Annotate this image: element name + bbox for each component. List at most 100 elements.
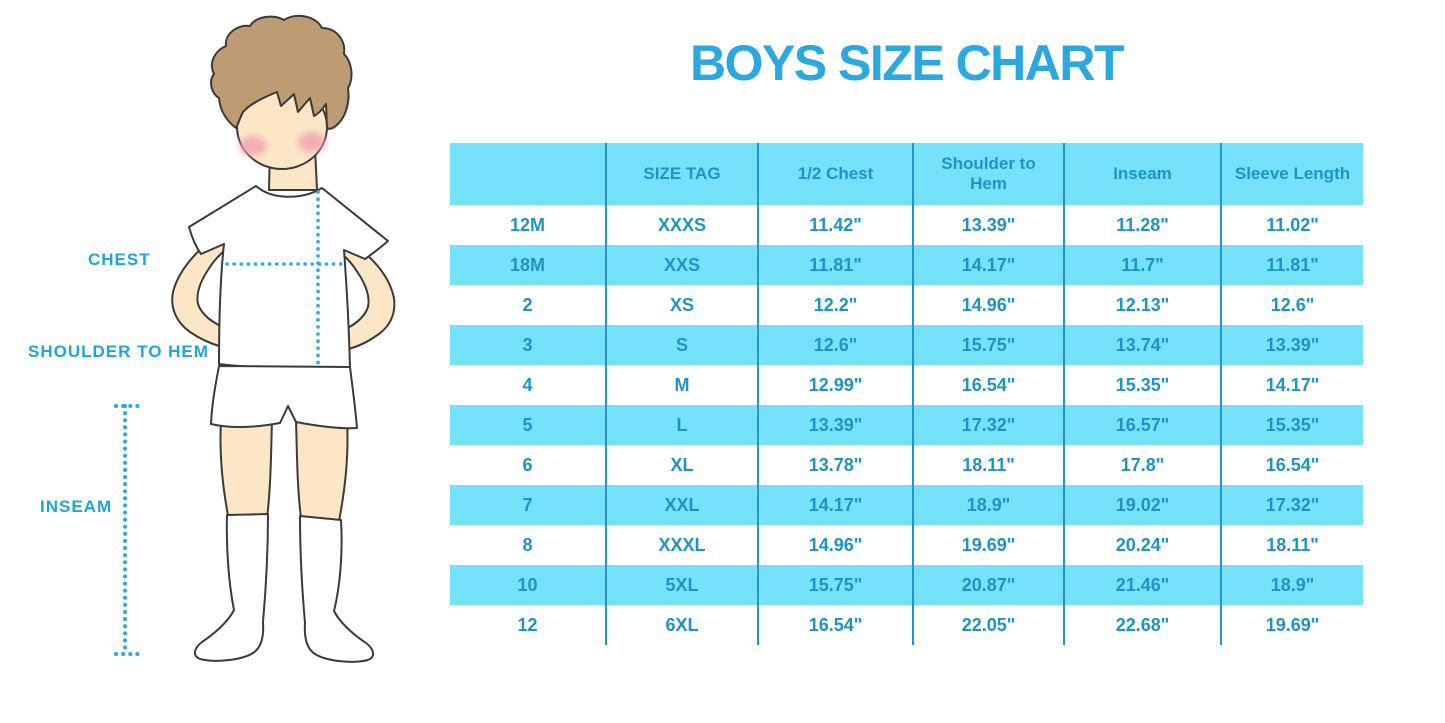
size-cell: 13.74" [1063, 325, 1221, 365]
size-cell: 14.17" [912, 245, 1064, 285]
size-cell: 12.99" [757, 365, 913, 405]
size-cell: 18.11" [1220, 525, 1363, 565]
size-row: 7 XXL 14.17" 18.9" 19.02" 17.32" [450, 485, 1363, 525]
size-cell: M [605, 365, 758, 405]
size-cell: 22.05" [912, 605, 1064, 645]
size-cell: 12 [450, 605, 606, 645]
header-size-blank [450, 143, 606, 205]
size-cell: 5 [450, 405, 606, 445]
size-cell: 18.11" [912, 445, 1064, 485]
size-cell: 3 [450, 325, 606, 365]
size-row: 12M XXXS 11.42" 13.39" 11.28" 11.02" [450, 205, 1363, 245]
size-cell: 7 [450, 485, 606, 525]
size-cell: 16.54" [757, 605, 913, 645]
size-row: 10 5XL 15.75" 20.87" 21.46" 18.9" [450, 565, 1363, 605]
size-row: 5 L 13.39" 17.32" 16.57" 15.35" [450, 405, 1363, 445]
size-row: 12 6XL 16.54" 22.05" 22.68" 19.69" [450, 605, 1363, 645]
chest-label: CHEST [88, 250, 151, 269]
boy-left-leg [219, 419, 273, 522]
size-cell: 12M [450, 205, 606, 245]
size-cell: 14.17" [1220, 365, 1363, 405]
size-cell: 11.02" [1220, 205, 1363, 245]
size-cell: 11.42" [757, 205, 913, 245]
size-cell: 15.35" [1220, 405, 1363, 445]
boy-shorts [210, 365, 358, 430]
size-table: SIZE TAG 1/2 Chest Shoulder to Hem Insea… [450, 143, 1363, 645]
size-cell: S [605, 325, 758, 365]
size-row: 4 M 12.99" 16.54" 15.35" 14.17" [450, 365, 1363, 405]
size-cell: XXXL [605, 525, 758, 565]
size-cell: 19.02" [1063, 485, 1221, 525]
boy-hair [210, 14, 353, 130]
boy-left-sock [194, 513, 269, 662]
boy-measurement-illustration [114, 14, 396, 663]
size-cell: 20.24" [1063, 525, 1221, 565]
size-cell: 12.6" [757, 325, 913, 365]
size-cell: 17.32" [1220, 485, 1363, 525]
size-cell: 20.87" [912, 565, 1064, 605]
size-cell: 21.46" [1063, 565, 1221, 605]
size-cell: 6XL [605, 605, 758, 645]
size-cell: 6 [450, 445, 606, 485]
size-cell: 13.39" [757, 405, 913, 445]
size-cell: 14.96" [757, 525, 913, 565]
header-shoulder-to-hem: Shoulder to Hem [912, 143, 1064, 205]
size-row: 6 XL 13.78" 18.11" 17.8" 16.54" [450, 445, 1363, 485]
size-cell: XXXS [605, 205, 758, 245]
header-sleeve-length: Sleeve Length [1220, 143, 1363, 205]
size-cell: 11.7" [1063, 245, 1221, 285]
size-cell: 22.68" [1063, 605, 1221, 645]
boy-cheek-left [239, 136, 267, 156]
size-cell: L [605, 405, 758, 445]
header-size-tag: SIZE TAG [605, 143, 758, 205]
size-row: 2 XS 12.2" 14.96" 12.13" 12.6" [450, 285, 1363, 325]
size-cell: 14.17" [757, 485, 913, 525]
size-cell: 15.75" [912, 325, 1064, 365]
size-cell: 11.28" [1063, 205, 1221, 245]
size-cell: 13.78" [757, 445, 913, 485]
header-inseam: Inseam [1063, 143, 1221, 205]
header-half-chest: 1/2 Chest [757, 143, 913, 205]
size-cell: 5XL [605, 565, 758, 605]
size-cell: 15.75" [757, 565, 913, 605]
size-cell: 17.32" [912, 405, 1064, 445]
size-cell: XL [605, 445, 758, 485]
size-cell: 2 [450, 285, 606, 325]
size-cell: 16.57" [1063, 405, 1221, 445]
size-cell: 10 [450, 565, 606, 605]
size-cell: 4 [450, 365, 606, 405]
size-cell: 16.54" [912, 365, 1064, 405]
header-shoulder-to-hem-text: Shoulder to Hem [941, 153, 1036, 193]
size-row: 18M XXS 11.81" 14.17" 11.7" 11.81" [450, 245, 1363, 285]
size-cell: 16.54" [1220, 445, 1363, 485]
size-cell: XS [605, 285, 758, 325]
size-cell: 13.39" [912, 205, 1064, 245]
size-cell: 8 [450, 525, 606, 565]
boy-right-sock [299, 515, 374, 663]
inseam-label: INSEAM [40, 497, 113, 516]
size-cell: 18M [450, 245, 606, 285]
size-cell: 19.69" [912, 525, 1064, 565]
size-cell: 11.81" [1220, 245, 1363, 285]
boy-cheek-right [298, 132, 326, 152]
size-cell: 15.35" [1063, 365, 1221, 405]
size-cell: 13.39" [1220, 325, 1363, 365]
size-cell: 12.2" [757, 285, 913, 325]
size-cell: 19.69" [1220, 605, 1363, 645]
size-cell: XXL [605, 485, 758, 525]
size-cell: 18.9" [912, 485, 1064, 525]
size-cell: 12.13" [1063, 285, 1221, 325]
page-title: BOYS SIZE CHART [689, 35, 1125, 91]
size-cell: 12.6" [1220, 285, 1363, 325]
size-cell: XXS [605, 245, 758, 285]
size-cell: 11.81" [757, 245, 913, 285]
table-header-row: SIZE TAG 1/2 Chest Shoulder to Hem Insea… [450, 143, 1363, 205]
size-cell: 18.9" [1220, 565, 1363, 605]
size-row: 8 XXXL 14.96" 19.69" 20.24" 18.11" [450, 525, 1363, 565]
size-cell: 17.8" [1063, 445, 1221, 485]
boy-right-leg [295, 419, 349, 522]
size-cell: 14.96" [912, 285, 1064, 325]
size-row: 3 S 12.6" 15.75" 13.74" 13.39" [450, 325, 1363, 365]
shoulder-to-hem-label: SHOULDER TO HEM [28, 342, 209, 361]
